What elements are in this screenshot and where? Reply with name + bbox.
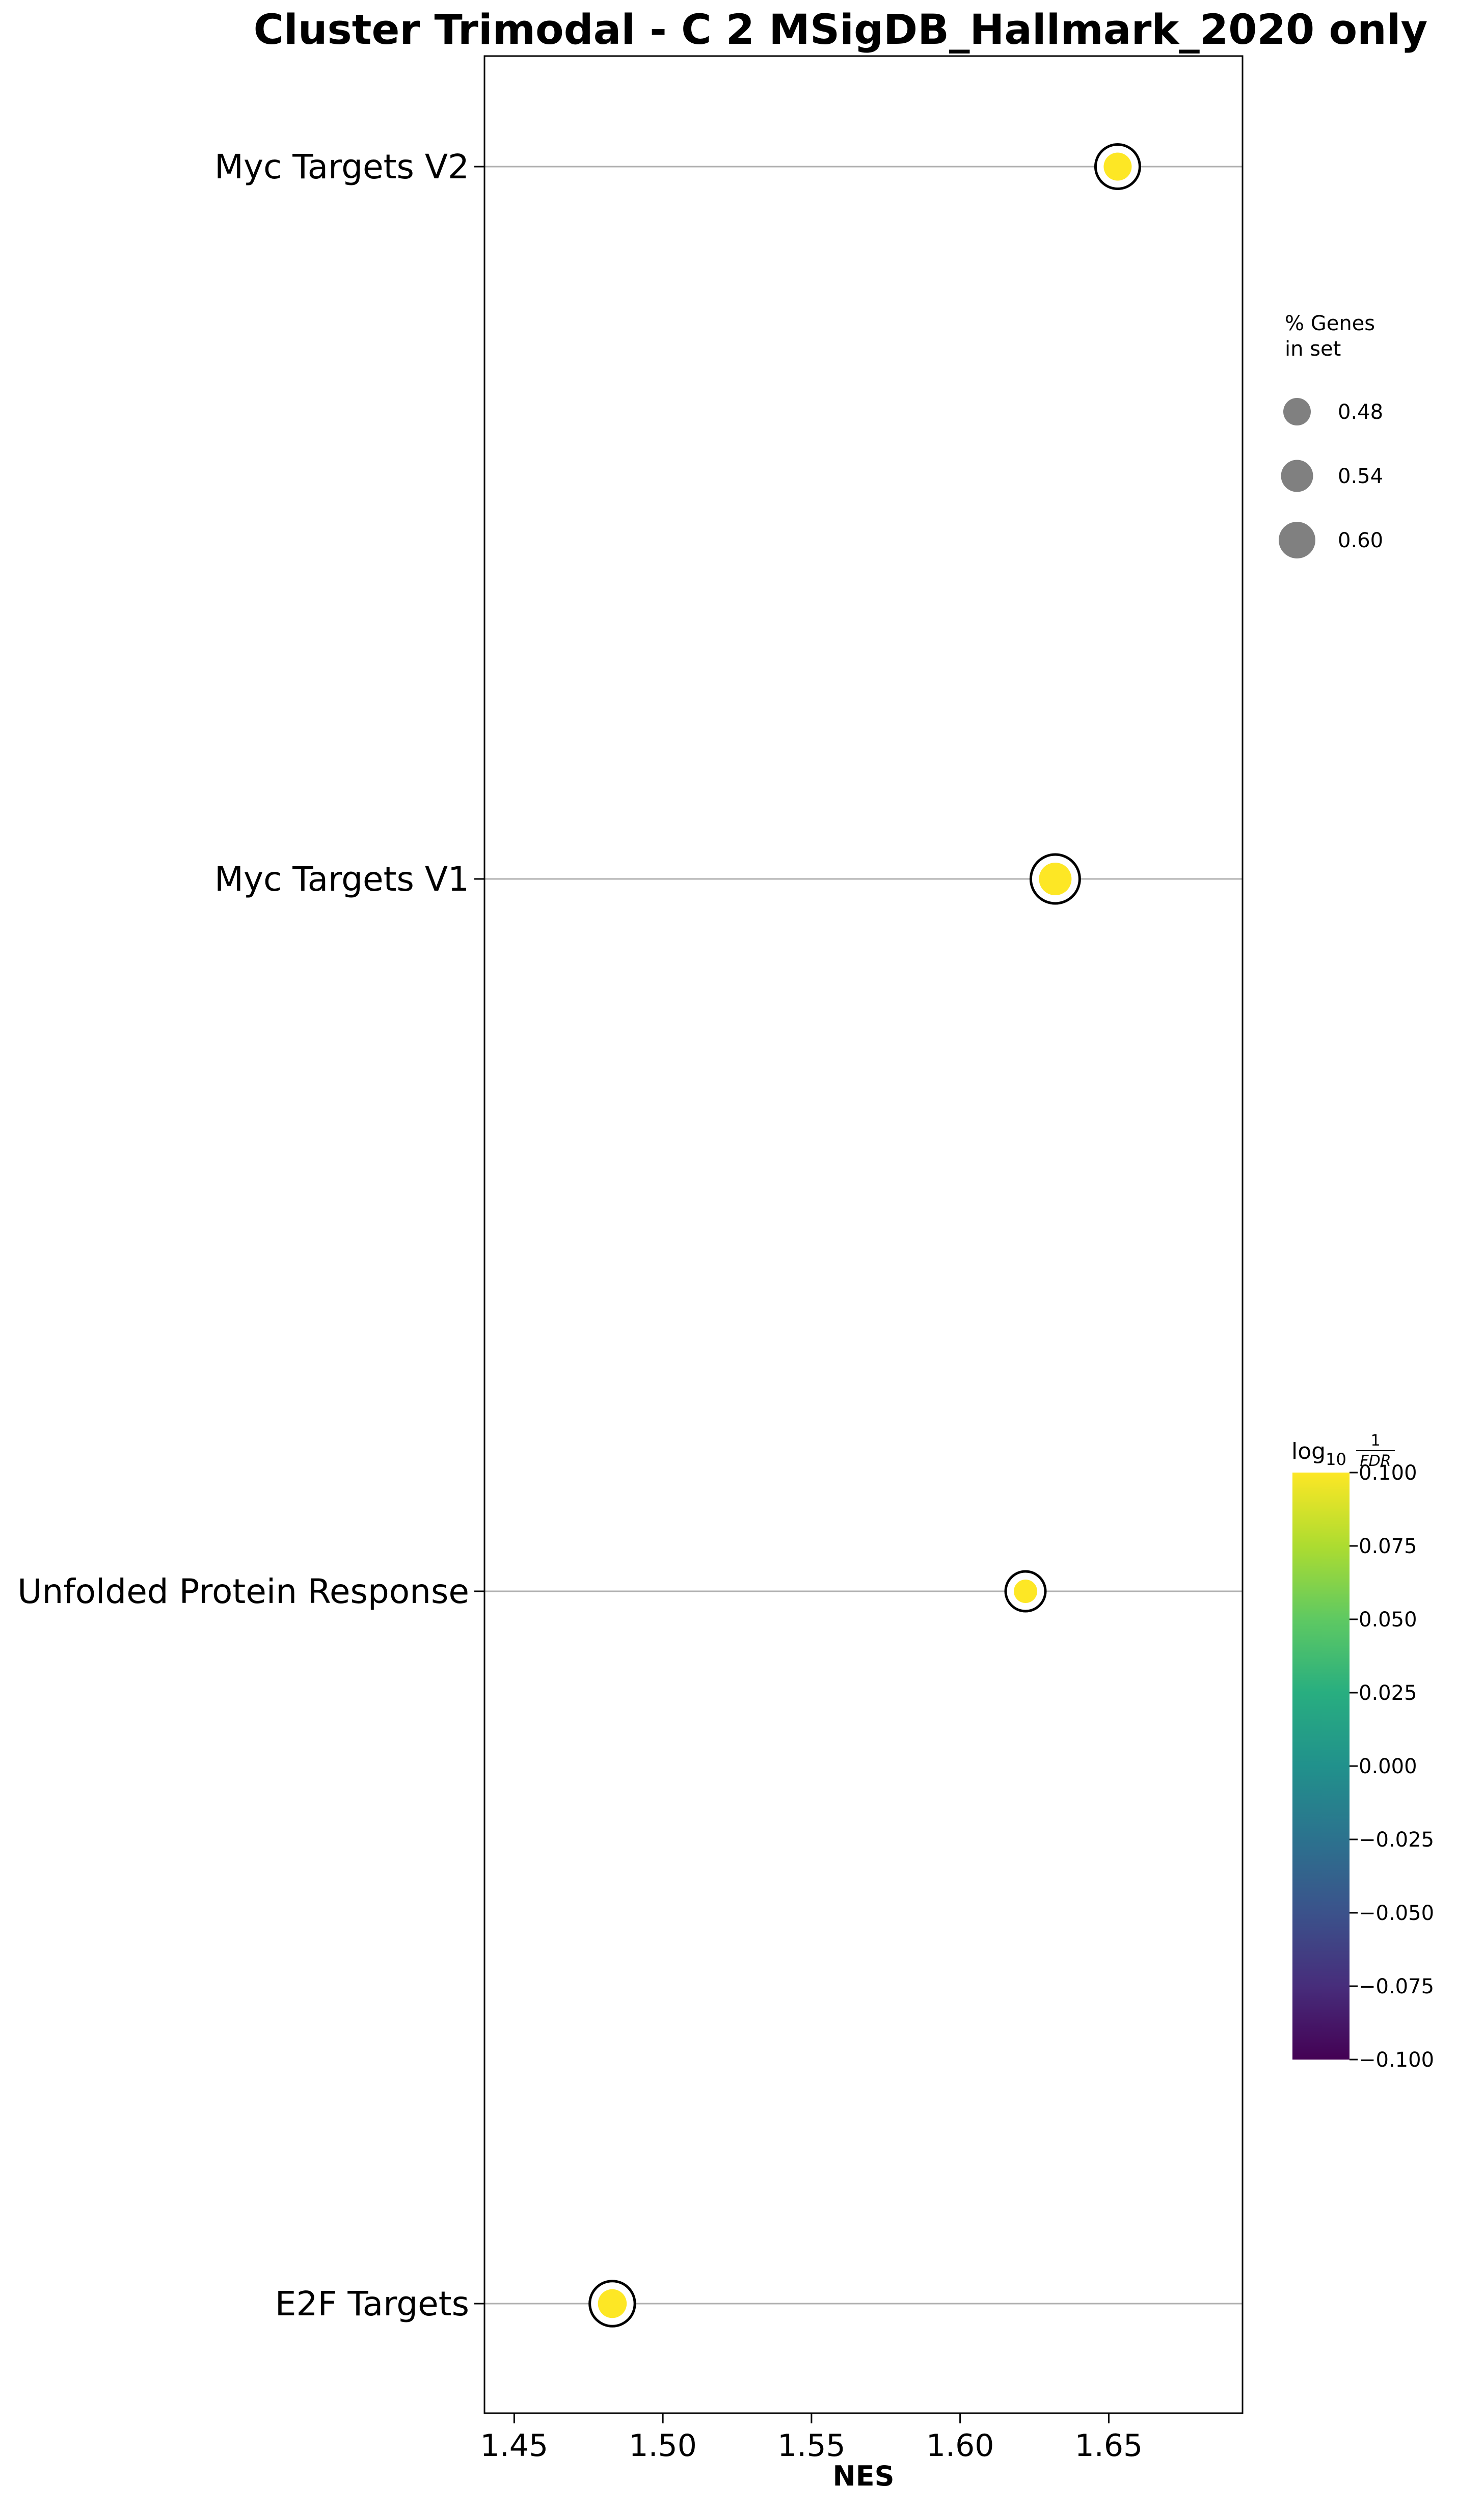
colorbar: log10 1 FDR 0.100 0.075 0.050 0.025 0.000 −0.… — [1291, 1432, 1434, 2072]
colorbar-tick-label: 0.100 — [1359, 1461, 1417, 1485]
colorbar-title: log10 — [1291, 1438, 1346, 1469]
data-point — [1103, 152, 1132, 181]
colorbar-tick-label: −0.100 — [1359, 2048, 1434, 2072]
gridlines — [484, 166, 1243, 2305]
x-tick-label: 1.55 — [777, 2428, 846, 2464]
colorbar-title-log: log — [1291, 1438, 1326, 1464]
y-tick-label: E2F Targets — [275, 2284, 469, 2323]
colorbar-title-numerator: 1 — [1370, 1432, 1380, 1450]
x-tick-label: 1.65 — [1075, 2428, 1143, 2464]
size-legend-items: 0.48 0.54 0.60 — [1279, 398, 1383, 558]
size-legend-marker — [1283, 398, 1311, 425]
y-tick-label: Myc Targets V1 — [214, 860, 469, 899]
x-axis-ticks: 1.45 1.50 1.55 1.60 1.65 — [480, 2413, 1143, 2464]
colorbar-title-denominator: FDR — [1360, 1452, 1391, 1470]
y-tick-label: Unfolded Protein Response — [17, 1572, 469, 1611]
colorbar-tick-label: 0.000 — [1359, 1755, 1417, 1778]
colorbar-tick-label: 0.025 — [1359, 1681, 1417, 1705]
y-tick-label: Myc Targets V2 — [214, 147, 469, 186]
colorbar-tick-label: −0.050 — [1359, 1902, 1434, 1925]
size-legend-title: % Genes in set — [1285, 312, 1382, 361]
size-legend: % Genes in set 0.48 0.54 0.60 — [1279, 312, 1383, 558]
size-legend-title-line-2: in set — [1285, 337, 1341, 361]
size-legend-marker — [1279, 522, 1315, 558]
colorbar-tick-label: −0.025 — [1359, 1828, 1434, 1852]
y-axis-ticks: Myc Targets V2 Myc Targets V1 Unfolded Pro… — [17, 147, 484, 2323]
colorbar-ticks: 0.100 0.075 0.050 0.025 0.000 −0.025 −0.050 −0.… — [1350, 1461, 1434, 2072]
plot-frame — [483, 55, 1244, 2414]
colorbar-tick-label: 0.050 — [1359, 1608, 1417, 1632]
data-points — [588, 143, 1141, 2328]
size-legend-label: 0.48 — [1338, 400, 1383, 424]
size-legend-label: 0.54 — [1338, 465, 1383, 488]
colorbar-title-subscript: 10 — [1326, 1450, 1346, 1469]
data-point — [598, 2289, 627, 2318]
x-tick-label: 1.50 — [629, 2428, 697, 2464]
size-legend-title-line-1: % Genes — [1285, 312, 1375, 335]
chart-title: Cluster Trimodal - C 2 MSigDB_Hallmark_2… — [254, 6, 1428, 54]
colorbar-gradient — [1292, 1473, 1350, 2060]
x-tick-label: 1.60 — [926, 2428, 994, 2464]
x-tick-label: 1.45 — [480, 2428, 549, 2464]
data-point — [1014, 1580, 1038, 1603]
size-legend-marker — [1281, 460, 1313, 492]
size-legend-label: 0.60 — [1338, 529, 1383, 552]
colorbar-tick-label: −0.075 — [1359, 1975, 1434, 1998]
x-axis-label: NES — [833, 2460, 895, 2492]
colorbar-tick-label: 0.075 — [1359, 1535, 1417, 1558]
data-point — [1039, 863, 1072, 895]
